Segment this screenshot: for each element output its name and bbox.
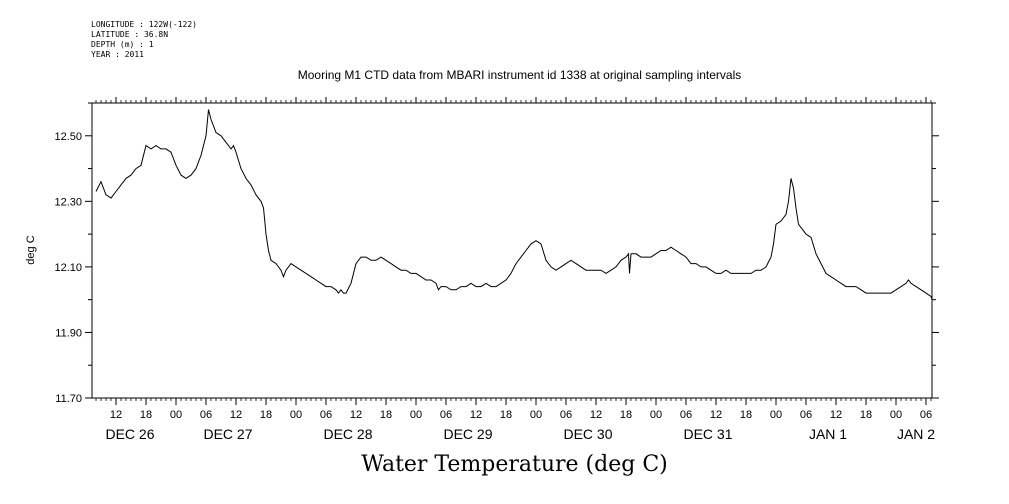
x-hour-label: 00 (890, 409, 902, 421)
x-hour-label: 06 (560, 409, 572, 421)
x-hour-label: 00 (650, 409, 662, 421)
x-hour-label: 18 (620, 409, 632, 421)
x-hour-label: 06 (680, 409, 692, 421)
x-hour-label: 00 (530, 409, 542, 421)
x-hour-label: 06 (440, 409, 452, 421)
x-hour-label: 18 (380, 409, 392, 421)
y-axis-label: deg C (25, 235, 37, 264)
x-hour-label: 12 (110, 409, 122, 421)
x-hour-label: 12 (710, 409, 722, 421)
x-hour-label: 06 (200, 409, 212, 421)
metadata-block: LONGITUDE : 122W(-122) LATITUDE : 36.8N … (91, 20, 197, 60)
meta-latitude: LATITUDE : 36.8N (91, 30, 169, 39)
x-axis-label: Water Temperature (deg C) (361, 452, 668, 477)
x-hour-label: 12 (590, 409, 602, 421)
x-hour-label: 06 (320, 409, 332, 421)
x-hour-label: 06 (920, 409, 932, 421)
y-tick-label: 12.50 (54, 131, 82, 143)
x-hour-label: 12 (230, 409, 242, 421)
x-hour-label: 00 (770, 409, 782, 421)
x-hour-label: 00 (170, 409, 182, 421)
x-day-label: DEC 29 (443, 426, 492, 442)
meta-depth: DEPTH (m) : 1 (91, 40, 154, 49)
x-hour-label: 18 (500, 409, 512, 421)
x-hour-label: 00 (290, 409, 302, 421)
x-day-label: JAN 2 (897, 426, 935, 442)
x-day-label: DEC 30 (563, 426, 612, 442)
x-day-label: DEC 28 (323, 426, 372, 442)
x-hour-label: 12 (830, 409, 842, 421)
x-day-label: DEC 26 (105, 426, 154, 442)
x-hour-label: 12 (350, 409, 362, 421)
x-day-label: DEC 31 (683, 426, 732, 442)
y-tick-label: 12.10 (54, 262, 82, 274)
x-hour-label: 18 (260, 409, 272, 421)
y-tick-label: 12.30 (54, 196, 82, 208)
chart-title: Mooring M1 CTD data from MBARI instrumen… (297, 68, 742, 82)
meta-longitude: LONGITUDE : 122W(-122) (91, 20, 197, 29)
x-day-label: DEC 27 (203, 426, 252, 442)
x-hour-label: 18 (860, 409, 872, 421)
meta-year: YEAR : 2011 (91, 50, 144, 59)
x-hour-label: 18 (740, 409, 752, 421)
plot-frame (91, 102, 933, 399)
x-hour-label: 18 (140, 409, 152, 421)
x-hour-label: 00 (410, 409, 422, 421)
x-hour-label: 06 (800, 409, 812, 421)
y-tick-label: 11.70 (55, 393, 82, 405)
x-hour-label: 12 (470, 409, 482, 421)
temperature-series-line (95, 109, 933, 369)
y-tick-label: 11.90 (55, 327, 82, 339)
x-day-label: JAN 1 (809, 426, 847, 442)
